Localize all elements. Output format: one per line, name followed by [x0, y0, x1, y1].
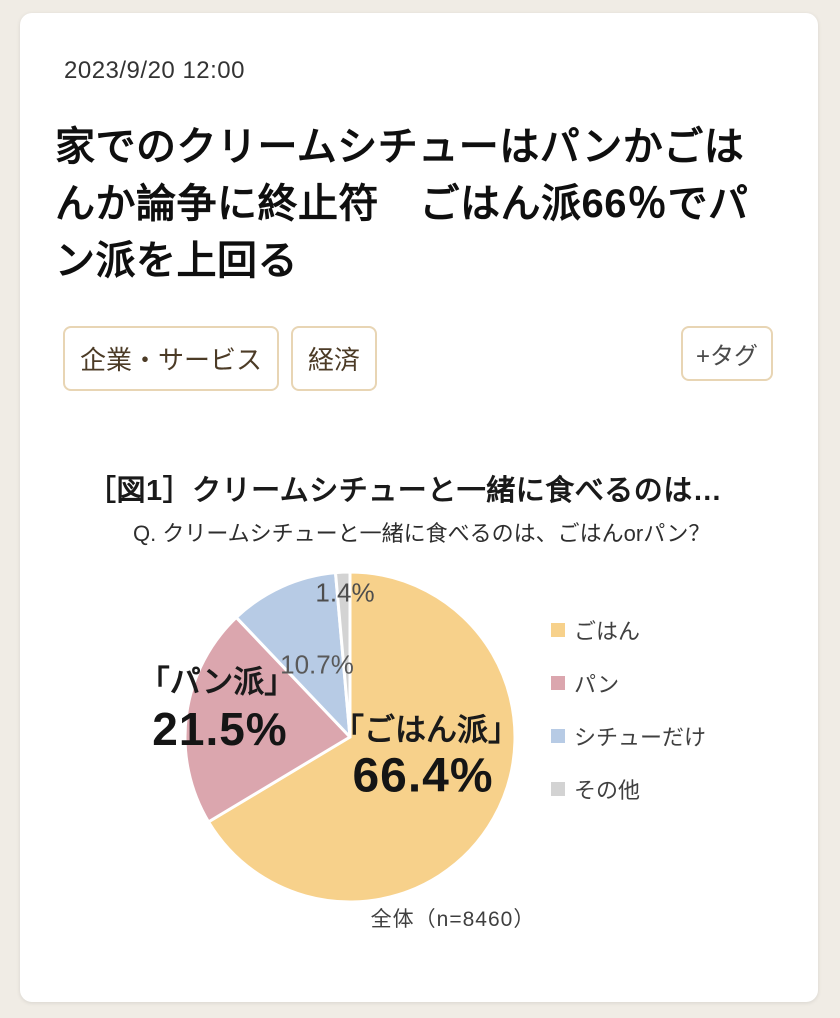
chart-title: ［図1］クリームシチューと一緒に食べるのは… — [87, 475, 723, 507]
article-headline: 家でのクリームシチューはパンかごは んか論争に終止符 ごはん派66％でパ ン派を… — [55, 119, 767, 290]
slice-pct-stew: 10.7% — [280, 649, 354, 680]
legend-label: パン — [574, 671, 620, 697]
pie-chart — [183, 570, 517, 904]
slice-callout-pan: 「パン派」 — [138, 664, 296, 700]
pie-slice — [183, 615, 352, 824]
publish-date: 2023/9/20 12:00 — [64, 57, 245, 84]
legend-item: その他 — [551, 762, 706, 815]
pie-slice — [207, 570, 517, 904]
legend-color-swatch — [551, 781, 565, 796]
legend-label: その他 — [574, 777, 641, 803]
legend-item: シチューだけ — [551, 709, 706, 762]
tag-chip[interactable]: 企業・サービス — [63, 326, 280, 391]
legend-item: パン — [551, 656, 706, 709]
pie-slice — [234, 571, 352, 739]
slice-pct-gohan: 66.4% — [352, 749, 494, 803]
headline-line-2: んか論争に終止符 ごはん派66％でパ — [55, 182, 749, 226]
sample-size-caption: 全体（n=8460） — [370, 908, 536, 931]
tag-chip[interactable]: 経済 — [291, 326, 378, 391]
legend-color-swatch — [551, 675, 565, 690]
pie-slice — [334, 570, 352, 739]
slice-pct-other: 1.4% — [315, 577, 375, 608]
add-tag-button[interactable]: +タグ — [680, 326, 773, 381]
slice-callout-gohan: 「ごはん派」 — [333, 712, 519, 748]
legend-label: ごはん — [574, 618, 641, 644]
legend-item: ごはん — [551, 603, 706, 656]
chart-question: Q. クリームシチューと一緒に食べるのは、ごはんorパン？ — [133, 521, 711, 546]
chart-legend: ごはんパンシチューだけ その他 — [551, 603, 706, 815]
slice-pct-pan: 21.5% — [152, 703, 288, 755]
headline-line-3: ン派を上回る — [55, 239, 298, 283]
legend-label: シチューだけ — [574, 724, 707, 750]
article-card: 2023/9/20 12:00 家でのクリームシチューはパンかごは んか論争に終… — [20, 13, 818, 1002]
tag-list: 企業・サービス 経済 — [63, 326, 378, 391]
headline-line-1: 家でのクリームシチューはパンかごは — [55, 125, 745, 169]
legend-color-swatch — [551, 622, 565, 637]
legend-color-swatch — [551, 728, 565, 743]
